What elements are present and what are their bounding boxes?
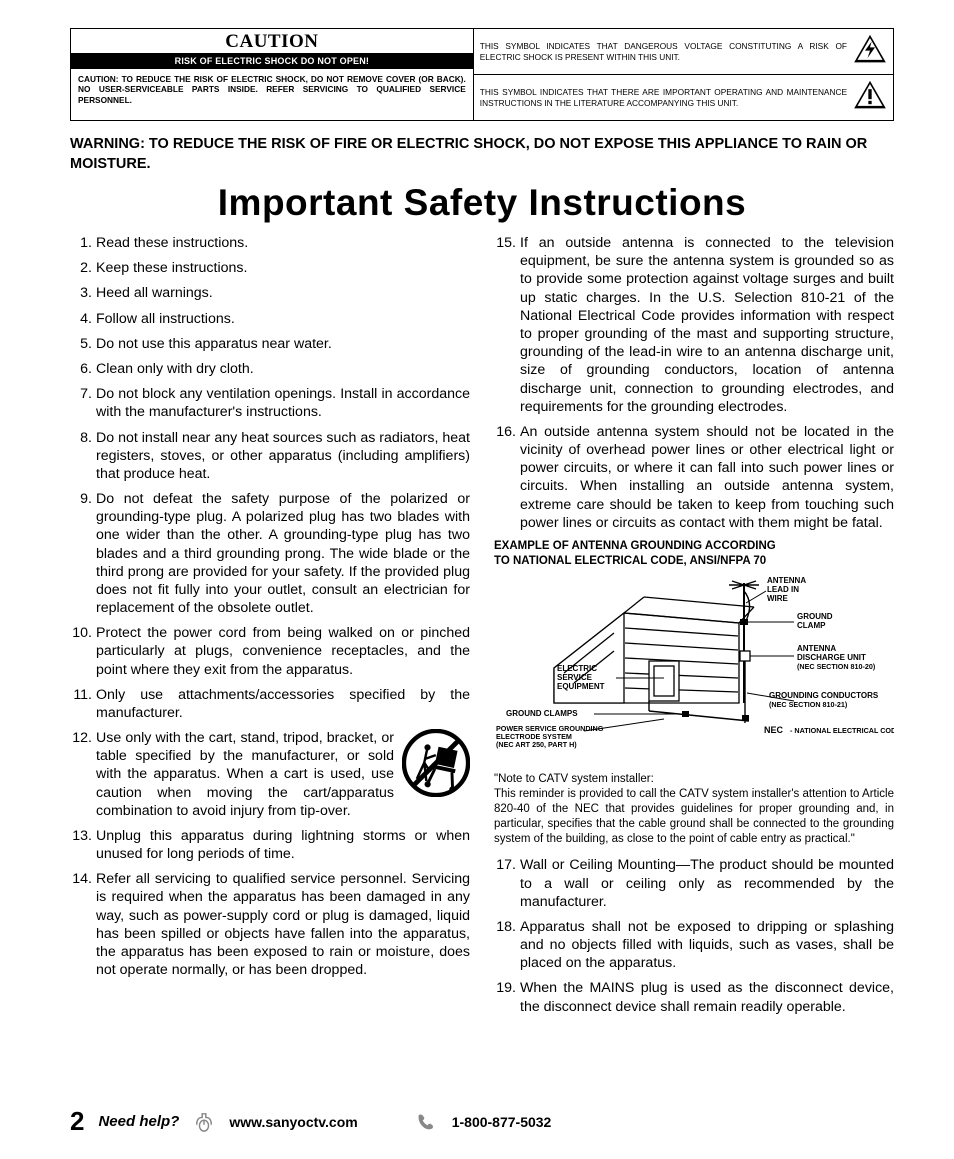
svg-text:ELECTRIC: ELECTRIC xyxy=(557,664,597,673)
catv-note: "Note to CATV system installer: This rem… xyxy=(494,772,894,847)
footer-phone: 1-800-877-5032 xyxy=(452,1114,552,1130)
symbol-important-text: THIS SYMBOL INDICATES THAT THERE ARE IMP… xyxy=(480,87,847,109)
svg-text:EQUIPMENT: EQUIPMENT xyxy=(557,682,605,691)
safety-list-left: Read these instructions. Keep these inst… xyxy=(70,234,470,979)
svg-text:(NEC ART 250, PART H): (NEC ART 250, PART H) xyxy=(496,740,577,749)
safety-item: Unplug this apparatus during lightning s… xyxy=(70,827,470,863)
example-heading-l2: TO NATIONAL ELECTRICAL CODE, ANSI/NFPA 7… xyxy=(494,555,766,567)
safety-item: Wall or Ceiling Mounting—The product sho… xyxy=(494,856,894,911)
safety-item: Clean only with dry cloth. xyxy=(70,360,470,378)
safety-item: Keep these instructions. xyxy=(70,259,470,277)
svg-text:GROUND: GROUND xyxy=(797,612,833,621)
mouse-icon xyxy=(193,1112,215,1132)
safety-item: When the MAINS plug is used as the disco… xyxy=(494,979,894,1015)
need-help-label: Need help? xyxy=(98,1113,179,1130)
safety-item: Heed all warnings. xyxy=(70,284,470,302)
safety-item-text: Use only with the cart, stand, tripod, b… xyxy=(96,729,394,820)
safety-item: Apparatus shall not be exposed to drippi… xyxy=(494,918,894,973)
example-heading: EXAMPLE OF ANTENNA GROUNDING ACCORDING T… xyxy=(494,539,894,569)
svg-text:NEC: NEC xyxy=(764,725,784,735)
caution-box: CAUTION RISK OF ELECTRIC SHOCK DO NOT OP… xyxy=(70,28,894,121)
voltage-triangle-icon xyxy=(853,34,887,69)
svg-text:DISCHARGE UNIT: DISCHARGE UNIT xyxy=(797,653,866,662)
content-columns: Read these instructions. Keep these inst… xyxy=(70,234,894,1023)
cart-tipover-icon xyxy=(402,729,470,802)
safety-item: Do not defeat the safety purpose of the … xyxy=(70,490,470,617)
catv-note-lead: "Note to CATV system installer: xyxy=(494,772,894,787)
svg-text:CLAMP: CLAMP xyxy=(797,621,826,630)
safety-item: Follow all instructions. xyxy=(70,310,470,328)
svg-text:ANTENNA: ANTENNA xyxy=(797,644,836,653)
caution-risk-bar: RISK OF ELECTRIC SHOCK DO NOT OPEN! xyxy=(71,53,473,69)
safety-item: Do not use this apparatus near water. xyxy=(70,335,470,353)
safety-item: Protect the power cord from being walked… xyxy=(70,624,470,679)
svg-text:GROUNDING CONDUCTORS: GROUNDING CONDUCTORS xyxy=(769,691,879,700)
example-heading-l1: EXAMPLE OF ANTENNA GROUNDING ACCORDING xyxy=(494,540,776,552)
left-column: Read these instructions. Keep these inst… xyxy=(70,234,470,1023)
safety-list-right-top: If an outside antenna is connected to th… xyxy=(494,234,894,532)
caution-right: THIS SYMBOL INDICATES THAT DANGEROUS VOL… xyxy=(474,29,893,120)
safety-item: Only use attachments/accessories specifi… xyxy=(70,686,470,722)
svg-text:ANTENNA: ANTENNA xyxy=(767,576,806,585)
right-column: If an outside antenna is connected to th… xyxy=(494,234,894,1023)
warning-line: WARNING: TO REDUCE THE RISK OF FIRE OR E… xyxy=(70,135,894,174)
svg-text:(NEC SECTION 810-21): (NEC SECTION 810-21) xyxy=(769,700,848,709)
svg-text:WIRE: WIRE xyxy=(767,594,789,603)
safety-item: Do not block any ventilation openings. I… xyxy=(70,385,470,421)
safety-list-right-bottom: Wall or Ceiling Mounting—The product sho… xyxy=(494,856,894,1015)
exclamation-triangle-icon xyxy=(853,80,887,115)
page-number: 2 xyxy=(70,1106,84,1137)
safety-item: An outside antenna system should not be … xyxy=(494,423,894,532)
symbol-voltage-text: THIS SYMBOL INDICATES THAT DANGEROUS VOL… xyxy=(480,41,847,63)
safety-item: Refer all servicing to qualified service… xyxy=(70,870,470,979)
caution-title: CAUTION xyxy=(71,29,473,53)
safety-item: Use only with the cart, stand, tripod, b… xyxy=(70,729,470,820)
svg-text:- NATIONAL ELECTRICAL CODE: - NATIONAL ELECTRICAL CODE xyxy=(790,726,894,735)
catv-note-body: This reminder is provided to call the CA… xyxy=(494,788,894,845)
caution-body: CAUTION: TO REDUCE THE RISK OF ELECTRIC … xyxy=(71,69,473,111)
phone-icon xyxy=(416,1112,438,1132)
page-title: Important Safety Instructions xyxy=(70,182,894,224)
footer-url: www.sanyoctv.com xyxy=(229,1114,357,1130)
svg-text:(NEC SECTION 810-20): (NEC SECTION 810-20) xyxy=(797,662,876,671)
svg-text:SERVICE: SERVICE xyxy=(557,673,593,682)
safety-item: If an outside antenna is connected to th… xyxy=(494,234,894,416)
caution-left: CAUTION RISK OF ELECTRIC SHOCK DO NOT OP… xyxy=(71,29,474,120)
svg-text:LEAD IN: LEAD IN xyxy=(767,585,799,594)
svg-text:GROUND CLAMPS: GROUND CLAMPS xyxy=(506,709,578,718)
antenna-grounding-diagram: ANTENNA LEAD IN WIRE GROUND CLAMP ANTENN… xyxy=(494,573,894,768)
safety-item: Read these instructions. xyxy=(70,234,470,252)
safety-item: Do not install near any heat sources suc… xyxy=(70,429,470,484)
page-footer: 2 Need help? www.sanyoctv.com 1-800-877-… xyxy=(70,1106,894,1137)
